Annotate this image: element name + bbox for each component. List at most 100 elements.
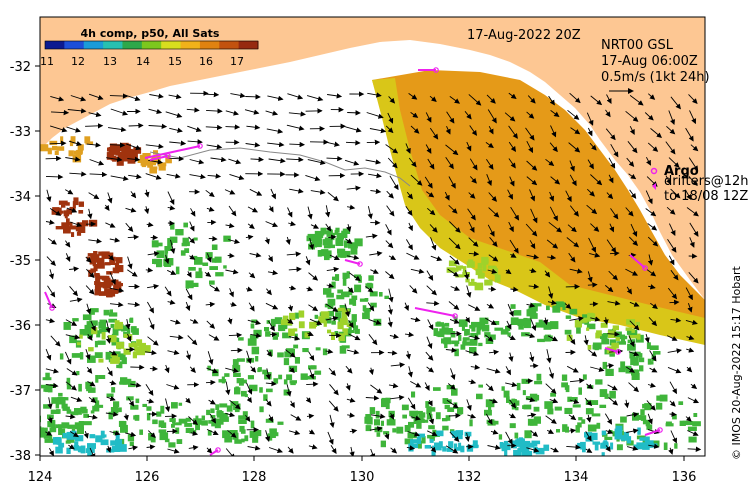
- current-vector: [305, 174, 321, 182]
- sst-green-pixel: [616, 444, 623, 451]
- current-vector: [647, 284, 656, 290]
- sst-green-pixel: [418, 416, 424, 421]
- current-vector: [488, 207, 500, 218]
- sst-green-pixel: [569, 308, 578, 315]
- sst-green-pixel: [564, 329, 572, 335]
- current-vector: [288, 221, 296, 227]
- sst-green-pixel: [310, 365, 316, 370]
- sst-green-pixel: [244, 435, 249, 442]
- sst-green-pixel: [64, 397, 69, 401]
- sst-green-pixel: [170, 222, 175, 230]
- current-vector: [426, 270, 434, 281]
- sst-hot-pixel: [93, 251, 98, 257]
- current-vector: [586, 188, 595, 197]
- current-vector: [324, 205, 331, 218]
- sst-green-pixel: [533, 416, 541, 424]
- current-vector: [370, 188, 382, 194]
- current-vector: [569, 205, 579, 217]
- argo-line1: drifters@12h: [664, 174, 749, 189]
- current-vector: [629, 95, 644, 106]
- sst-green-pixel: [152, 258, 161, 264]
- current-vector: [229, 173, 245, 181]
- sst-green-pixel: [554, 406, 562, 411]
- sst-green-pixel: [441, 324, 445, 330]
- sst-green-pixel: [478, 342, 483, 347]
- current-vector: [550, 125, 557, 138]
- current-vector: [426, 366, 435, 373]
- current-vector: [629, 320, 640, 331]
- current-vector: [386, 190, 394, 199]
- current-vector: [249, 252, 262, 258]
- sst-green-pixel: [458, 335, 462, 341]
- current-vector: [546, 239, 559, 249]
- sst-cool-pixel: [58, 442, 65, 448]
- sst-green-pixel: [603, 333, 608, 337]
- sst-green-pixel: [151, 240, 159, 248]
- current-vector: [427, 430, 438, 436]
- sst-cool-pixel: [442, 446, 447, 452]
- current-vector: [164, 254, 170, 265]
- current-vector: [687, 303, 693, 313]
- current-vector: [145, 173, 162, 180]
- current-vector: [667, 287, 678, 300]
- current-vector: [186, 107, 200, 113]
- colorbar-tick-label: 13: [103, 55, 117, 68]
- current-vector: [367, 302, 375, 312]
- sst-green-pixel: [85, 381, 92, 389]
- sst-green-pixel: [469, 324, 473, 329]
- current-vector: [568, 252, 576, 263]
- sst-green-pixel: [283, 324, 288, 330]
- current-vector: [105, 222, 116, 228]
- sst-warm-pixel: [166, 158, 172, 164]
- sst-green-pixel: [219, 403, 228, 408]
- sst-green-pixel: [236, 358, 245, 362]
- current-vector: [347, 110, 361, 116]
- sst-green-pixel: [422, 419, 429, 423]
- sst-green-pixel: [516, 382, 521, 391]
- sst-cool-pixel: [592, 441, 600, 445]
- current-vector: [410, 174, 423, 186]
- argo-float: [615, 349, 621, 355]
- sst-green-pixel: [47, 414, 54, 420]
- sst-green-pixel: [354, 284, 362, 293]
- current-vector: [606, 239, 617, 254]
- current-vector: [69, 431, 79, 438]
- sst-green-pixel: [604, 393, 609, 399]
- current-vector: [127, 301, 141, 308]
- sst-green-pixel: [629, 351, 635, 359]
- current-vector: [67, 108, 87, 114]
- current-vector: [407, 397, 416, 410]
- sst-warm-pixel: [146, 161, 155, 165]
- sst-mid-pixel: [581, 317, 588, 323]
- sst-mid-pixel: [288, 328, 295, 336]
- sst-green-pixel: [239, 425, 245, 432]
- sst-green-pixel: [442, 425, 449, 431]
- current-vector: [647, 254, 654, 266]
- sst-cool-pixel: [460, 445, 465, 453]
- current-vector: [190, 430, 199, 436]
- sst-cool-pixel: [74, 435, 84, 442]
- sst-mid-pixel: [331, 332, 335, 340]
- sst-cool-pixel: [615, 425, 623, 431]
- current-vector: [430, 255, 443, 262]
- sst-green-pixel: [529, 313, 538, 319]
- current-vector: [410, 125, 420, 134]
- sst-mid-pixel: [98, 358, 104, 363]
- sst-green-pixel: [167, 238, 171, 247]
- current-vector: [406, 239, 413, 251]
- sst-green-pixel: [392, 428, 397, 433]
- sst-warm-pixel: [68, 150, 74, 157]
- current-vector: [106, 445, 112, 453]
- current-vector: [227, 429, 237, 438]
- current-vector: [287, 318, 294, 325]
- sst-mid-region: [372, 78, 705, 345]
- current-vector: [264, 430, 271, 442]
- sst-green-pixel: [450, 429, 455, 433]
- sst-green-pixel: [78, 421, 84, 429]
- current-vector: [209, 413, 216, 424]
- current-vector: [388, 96, 396, 104]
- sst-green-pixel: [314, 370, 322, 375]
- sst-green-pixel: [327, 310, 334, 317]
- current-vector: [670, 96, 681, 110]
- current-vector: [590, 95, 603, 106]
